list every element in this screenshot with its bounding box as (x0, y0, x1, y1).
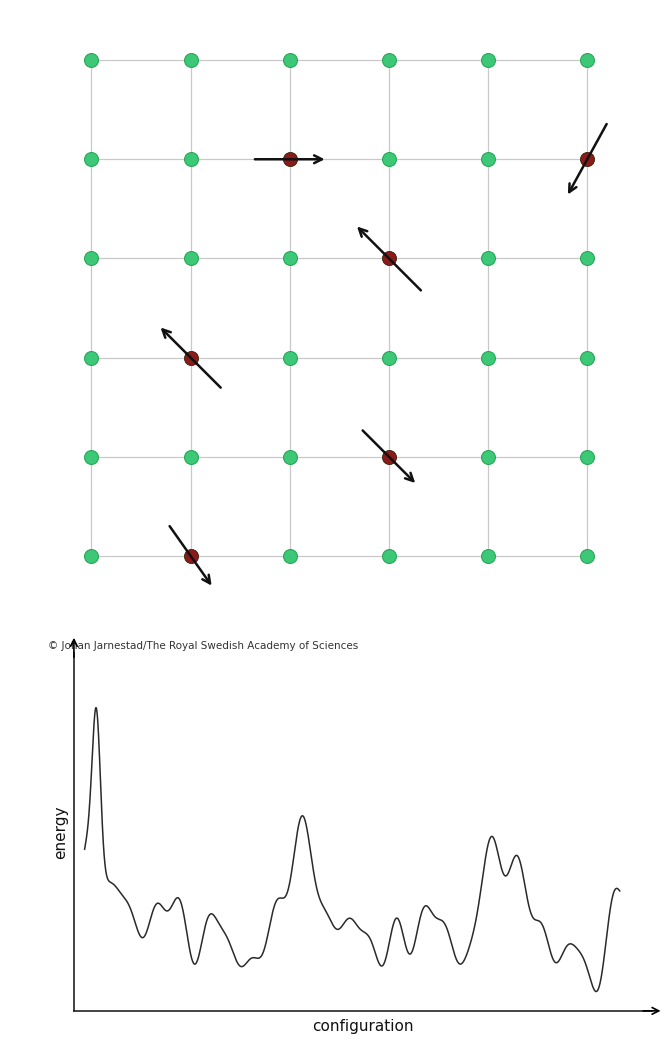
Text: © Johan Jarnestad/The Royal Swedish Academy of Sciences: © Johan Jarnestad/The Royal Swedish Acad… (48, 641, 358, 651)
Y-axis label: energy: energy (53, 806, 69, 858)
X-axis label: configuration: configuration (312, 1019, 414, 1034)
